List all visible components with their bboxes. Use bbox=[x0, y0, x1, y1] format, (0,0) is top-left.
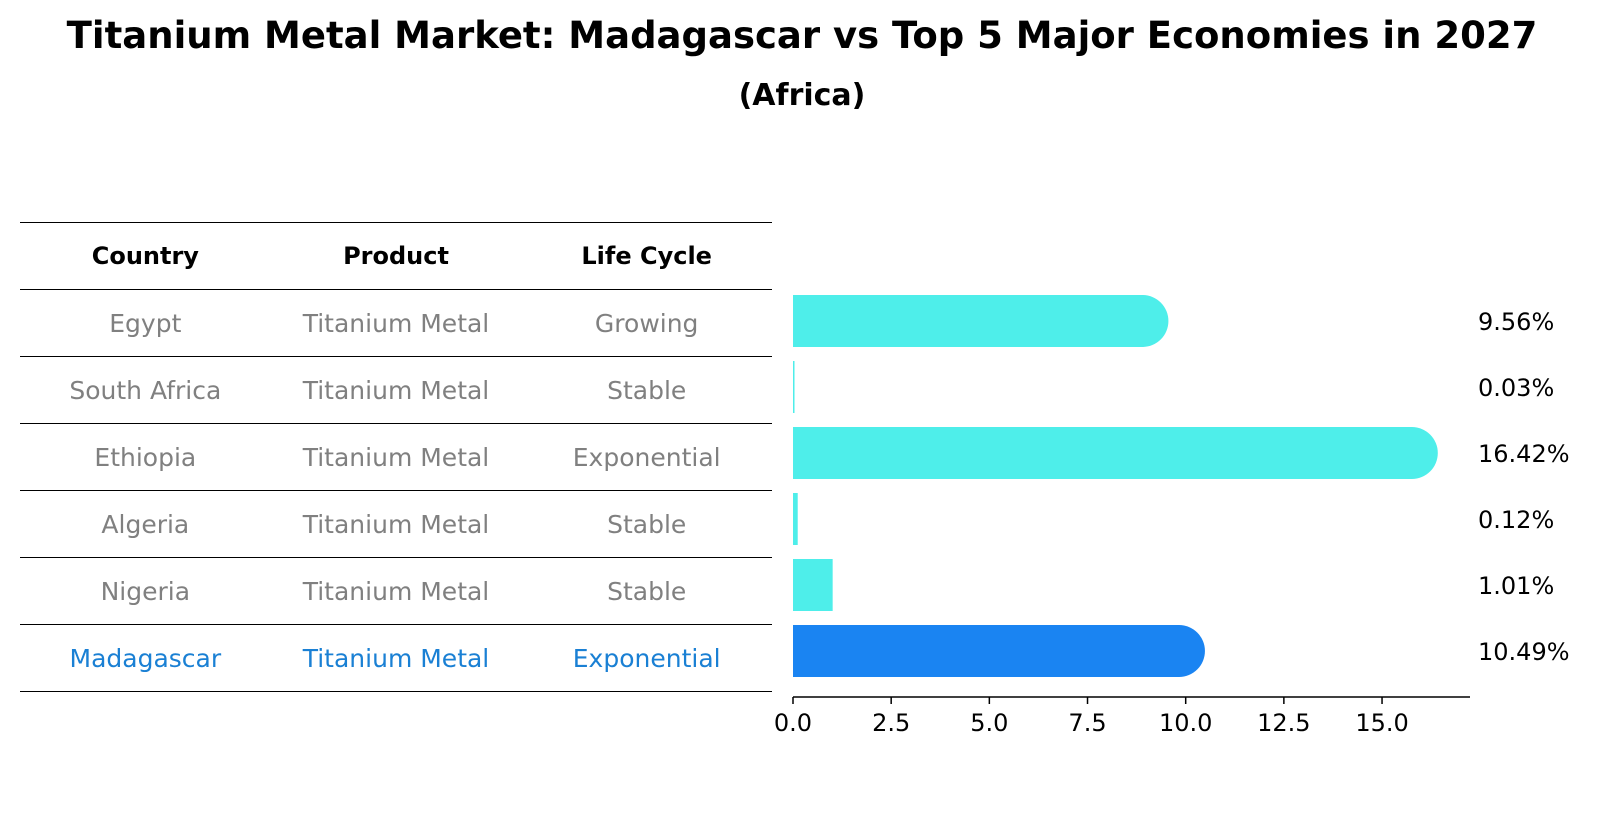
data-table: Country Product Life Cycle Egypt Titaniu… bbox=[20, 222, 772, 692]
bar-nigeria bbox=[793, 559, 833, 611]
table-row: South Africa Titanium Metal Stable bbox=[20, 357, 772, 424]
bar-egypt bbox=[793, 295, 1169, 347]
table-row: Egypt Titanium Metal Growing bbox=[20, 290, 772, 357]
value-label: 9.56% bbox=[1478, 308, 1554, 336]
cell-product: Titanium Metal bbox=[302, 509, 490, 539]
cell-country: Algeria bbox=[101, 509, 190, 539]
cell-life-cycle: Stable bbox=[607, 375, 687, 405]
table-row-highlight: Madagascar Titanium Metal Exponential bbox=[20, 625, 772, 692]
x-tick-label: 2.5 bbox=[872, 709, 910, 737]
cell-life-cycle: Stable bbox=[607, 509, 687, 539]
cell-life-cycle: Exponential bbox=[572, 442, 721, 472]
cell-country: Nigeria bbox=[100, 576, 191, 606]
bar-madagascar bbox=[793, 625, 1205, 677]
chart-subtitle: (Africa) bbox=[738, 78, 866, 113]
cell-product: Titanium Metal bbox=[302, 576, 490, 606]
x-tick-label: 5.0 bbox=[970, 709, 1008, 737]
table-row: Nigeria Titanium Metal Stable bbox=[20, 558, 772, 625]
x-tick-label: 12.5 bbox=[1257, 709, 1310, 737]
cell-country: Ethiopia bbox=[94, 442, 197, 472]
cell-product: Titanium Metal bbox=[302, 375, 490, 405]
header-life-cycle: Life Cycle bbox=[581, 242, 712, 270]
cell-product: Titanium Metal bbox=[302, 643, 490, 673]
bar-algeria bbox=[793, 493, 798, 545]
bar-south-africa bbox=[793, 361, 795, 413]
cell-product: Titanium Metal bbox=[302, 442, 490, 472]
cell-country: South Africa bbox=[69, 375, 222, 405]
x-tick-label: 0.0 bbox=[774, 709, 812, 737]
x-tick-label: 7.5 bbox=[1068, 709, 1106, 737]
table-header-row: Country Product Life Cycle bbox=[20, 222, 772, 290]
table-row: Ethiopia Titanium Metal Exponential bbox=[20, 424, 772, 491]
cell-country: Madagascar bbox=[69, 643, 222, 673]
value-label: 10.49% bbox=[1478, 638, 1570, 666]
chart-title: Titanium Metal Market: Madagascar vs Top… bbox=[66, 14, 1538, 57]
table-row: Algeria Titanium Metal Stable bbox=[20, 491, 772, 558]
header-country: Country bbox=[91, 242, 199, 270]
cell-life-cycle: Growing bbox=[594, 308, 699, 338]
cell-life-cycle: Stable bbox=[607, 576, 687, 606]
value-label: 0.12% bbox=[1478, 506, 1554, 534]
bar-ethiopia bbox=[793, 427, 1438, 479]
cell-country: Egypt bbox=[109, 308, 182, 338]
x-tick-label: 10.0 bbox=[1159, 709, 1212, 737]
value-label: 16.42% bbox=[1478, 440, 1570, 468]
value-label: 0.03% bbox=[1478, 374, 1554, 402]
value-label: 1.01% bbox=[1478, 572, 1554, 600]
cell-product: Titanium Metal bbox=[302, 308, 490, 338]
cell-life-cycle: Exponential bbox=[572, 643, 721, 673]
header-product: Product bbox=[343, 242, 449, 270]
x-tick-label: 15.0 bbox=[1355, 709, 1408, 737]
